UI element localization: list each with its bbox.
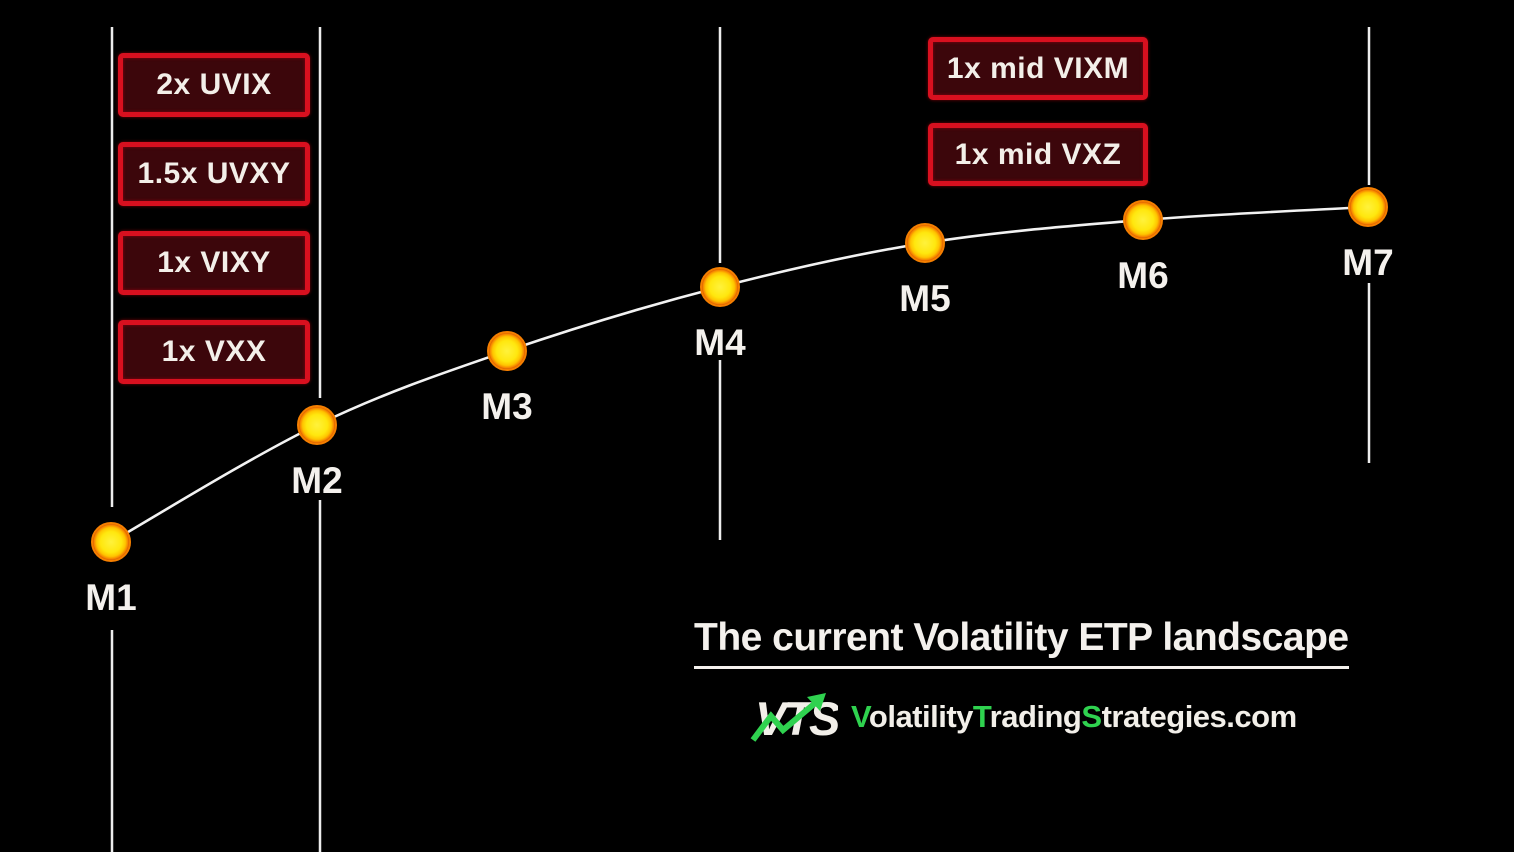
point-label-m1: M1 (85, 577, 137, 618)
etp-box-label: 1x VXX (161, 335, 267, 368)
brand-row: VTS VolatilityTradingStrategies.com (750, 686, 1297, 748)
etp-box-1x-mid-vixm: 1x mid VIXM (928, 37, 1148, 100)
futures-point-m1 (91, 522, 131, 562)
etp-box-label: 1x VIXY (157, 246, 271, 279)
vts-logo-icon: VTS (750, 692, 838, 745)
etp-box-1x-vxx: 1x VXX (118, 320, 310, 384)
logo-arrow-head-icon (807, 693, 826, 711)
futures-points (91, 187, 1388, 562)
point-label-m4: M4 (694, 322, 746, 363)
futures-point-m7 (1348, 187, 1388, 227)
front-etp-group: 2x UVIX 1.5x UVXY 1x VIXY 1x VXX (118, 53, 310, 409)
etp-box-label: 2x UVIX (156, 68, 272, 101)
point-label-m3: M3 (481, 386, 533, 427)
brand-text-part: rading (989, 699, 1082, 734)
etp-box-1x-mid-vxz: 1x mid VXZ (928, 123, 1148, 186)
etp-box-1-5x-uvxy: 1.5x UVXY (118, 142, 310, 206)
mid-etp-group: 1x mid VIXM 1x mid VXZ (928, 37, 1148, 209)
point-label-m2: M2 (291, 460, 343, 501)
etp-box-label: 1.5x UVXY (137, 157, 291, 190)
point-label-m6: M6 (1117, 255, 1169, 296)
brand-site-name: VolatilityTradingStrategies.com (851, 699, 1297, 735)
point-label-m5: M5 (899, 278, 951, 319)
futures-point-m6 (1123, 200, 1163, 240)
etp-box-label: 1x mid VXZ (954, 137, 1122, 171)
brand-text-part: S (1081, 699, 1102, 734)
etp-box-label: 1x mid VIXM (946, 51, 1130, 85)
futures-point-m5 (905, 223, 945, 263)
futures-point-m3 (487, 331, 527, 371)
futures-point-m2 (297, 405, 337, 445)
point-label-m7: M7 (1342, 242, 1394, 283)
etp-box-2x-uvix: 2x UVIX (118, 53, 310, 117)
brand-text-part: V (851, 699, 869, 734)
brand-text-part: olatility (868, 699, 974, 734)
futures-point-m4 (700, 267, 740, 307)
page-title: The current Volatility ETP landscape (694, 616, 1349, 669)
month-gridlines (110, 27, 1371, 852)
brand-text-part: T (972, 699, 990, 734)
logo-arrow-line (750, 696, 822, 742)
etp-box-1x-vixy: 1x VIXY (118, 231, 310, 295)
brand-text-part: trategies.com (1101, 699, 1298, 734)
